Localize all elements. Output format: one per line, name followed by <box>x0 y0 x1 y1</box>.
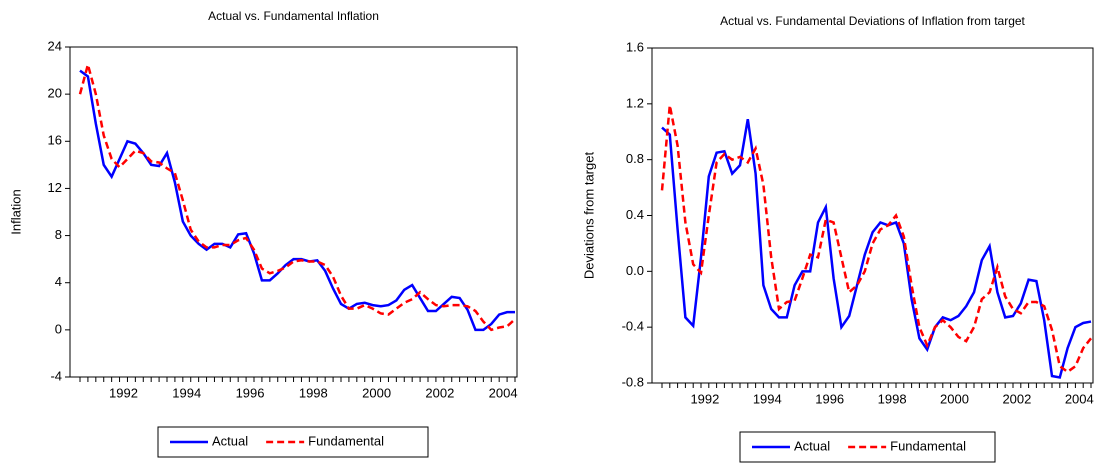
legend-label: Actual <box>794 438 830 453</box>
y-tick-label: -0.4 <box>622 319 644 334</box>
x-tick-label: 1998 <box>299 385 328 400</box>
y-axis-label: Inflation <box>8 189 23 235</box>
x-tick-label: 1996 <box>815 391 844 406</box>
legend-label: Fundamental <box>308 433 384 448</box>
chart-title: Actual vs. Fundamental Inflation <box>208 9 379 23</box>
y-tick-label: 8 <box>55 227 62 242</box>
x-tick-label: 1996 <box>236 385 265 400</box>
y-tick-label: 1.2 <box>626 95 644 110</box>
x-tick-label: 2004 <box>1065 391 1094 406</box>
x-tick-label: 2002 <box>1002 391 1031 406</box>
legend-label: Fundamental <box>890 438 966 453</box>
y-tick-label: -4 <box>50 368 62 383</box>
plot-frame <box>651 47 1094 384</box>
x-tick-label: 2004 <box>489 385 518 400</box>
y-tick-label: 0.4 <box>626 207 644 222</box>
y-axis-label: Deviations from target <box>581 152 596 280</box>
y-tick-label: -0.8 <box>622 374 644 389</box>
plot-frame <box>69 46 518 378</box>
x-tick-label: 1992 <box>109 385 138 400</box>
y-tick-label: 24 <box>48 38 62 53</box>
chart-title: Actual vs. Fundamental Deviations of Inf… <box>720 14 1025 28</box>
series-line <box>661 118 1092 379</box>
legend-label: Actual <box>212 433 248 448</box>
x-tick-label: 2002 <box>425 385 454 400</box>
y-tick-label: 20 <box>48 86 62 101</box>
y-tick-label: 12 <box>48 180 62 195</box>
series-line <box>79 69 515 332</box>
y-tick-label: 1.6 <box>626 39 644 54</box>
x-tick-label: 1994 <box>172 385 201 400</box>
x-tick-label: 1998 <box>878 391 907 406</box>
x-tick-label: 2000 <box>940 391 969 406</box>
x-tick-label: 2000 <box>362 385 391 400</box>
x-tick-label: 1994 <box>753 391 782 406</box>
series-line <box>78 59 516 332</box>
y-tick-label: 0 <box>55 321 62 336</box>
y-tick-label: 4 <box>55 274 62 289</box>
x-tick-label: 1992 <box>690 391 719 406</box>
series-line <box>660 104 1092 374</box>
y-tick-label: 16 <box>48 133 62 148</box>
y-tick-label: 0.8 <box>626 151 644 166</box>
y-tick-label: 0.0 <box>626 263 644 278</box>
